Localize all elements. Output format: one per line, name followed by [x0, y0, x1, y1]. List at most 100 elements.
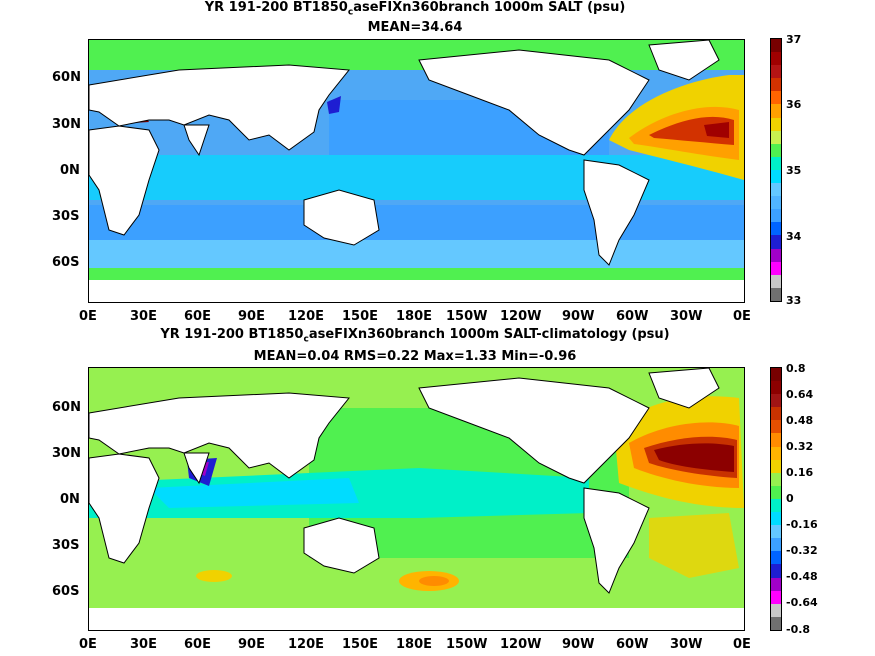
- panel1-lon-label: 150E: [342, 309, 379, 324]
- panel2-lon-label: 120W: [500, 637, 542, 652]
- panel1-lon-label: 0E: [733, 309, 751, 324]
- colorbar-segment: [771, 407, 781, 421]
- panel2-lon-label: 0E: [79, 637, 97, 652]
- colorbar-segment: [771, 143, 781, 157]
- panel2-lon-label: 120E: [288, 637, 325, 652]
- colorbar-segment: [771, 538, 781, 552]
- colorbar-segment: [771, 498, 781, 513]
- panel1-title-prefix: YR 191-200 BT1850: [204, 0, 348, 15]
- panel1-lon-label: 120W: [500, 309, 542, 324]
- colorbar-segment: [771, 420, 781, 434]
- colorbar-segment: [771, 209, 781, 223]
- panel1-cb-label: 34: [786, 230, 802, 243]
- colorbar-segment: [771, 117, 781, 131]
- colorbar-segment: [771, 577, 781, 591]
- panel2-cb-label: 0.48: [786, 414, 814, 427]
- panel1-lat-30s: 30S: [52, 209, 80, 224]
- panel2-lon-label: 60W: [616, 637, 649, 652]
- panel1-title: YR 191-200 BT1850caseFIXn360branch 1000m…: [0, 0, 830, 21]
- panel2-title-sub: c: [303, 334, 309, 345]
- colorbar-segment: [771, 381, 781, 395]
- panel2-lon-label: 0E: [733, 637, 751, 652]
- colorbar-segment: [771, 196, 781, 210]
- panel1-cb-label: 33: [786, 294, 802, 307]
- panel2-map: [88, 367, 745, 631]
- panel1-lon-label: 120E: [288, 309, 325, 324]
- colorbar-segment: [771, 78, 781, 92]
- colorbar-segment: [771, 104, 781, 118]
- panel1-cb-label: 35: [786, 164, 802, 177]
- panel2-lat-30s: 30S: [52, 538, 80, 553]
- panel1-lon-label: 180E: [396, 309, 433, 324]
- colorbar-segment: [771, 446, 781, 460]
- panel1-cb-label: 37: [786, 33, 802, 46]
- colorbar-segment: [771, 603, 781, 617]
- panel2-lat-60s: 60S: [52, 584, 80, 599]
- colorbar-segment: [771, 91, 781, 105]
- panel1-lon-label: 90W: [562, 309, 595, 324]
- panel2-lat-0n: 0N: [60, 492, 80, 507]
- colorbar-segment: [771, 512, 781, 526]
- panel2-cb-label: 0.64: [786, 388, 814, 401]
- panel2-lon-label: 90W: [562, 637, 595, 652]
- colorbar-segment: [771, 394, 781, 408]
- panel1-lon-label: 30W: [670, 309, 703, 324]
- panel2-lon-label: 90E: [238, 637, 265, 652]
- panel2-title-prefix: YR 191-200 BT1850: [160, 327, 304, 342]
- panel1-lon-label: 90E: [238, 309, 265, 324]
- colorbar-segment: [771, 616, 781, 630]
- colorbar-segment: [771, 485, 781, 499]
- panel1-lon-label: 60E: [184, 309, 211, 324]
- colorbar-segment: [771, 274, 781, 288]
- colorbar-segment: [771, 368, 781, 382]
- colorbar-segment: [771, 65, 781, 79]
- colorbar-segment: [771, 590, 781, 604]
- panel2-lat-60n: 60N: [52, 400, 81, 415]
- colorbar-segment: [771, 52, 781, 66]
- panel2-lon-label: 150E: [342, 637, 379, 652]
- panel2-lon-label: 60E: [184, 637, 211, 652]
- panel2-lon-label: 30W: [670, 637, 703, 652]
- panel1-title-sub: c: [347, 7, 354, 18]
- panel2-lon-label: 30E: [130, 637, 157, 652]
- colorbar-segment: [771, 130, 781, 144]
- colorbar-segment: [771, 433, 781, 447]
- panel2-lon-label: 150W: [446, 637, 488, 652]
- colorbar-segment: [771, 261, 781, 275]
- panel1-cb-label: 36: [786, 98, 802, 111]
- panel2-stats: MEAN=0.04 RMS=0.22 Max=1.33 Min=-0.96: [253, 349, 577, 364]
- panel2-cb-label: -0.8: [786, 623, 811, 636]
- panel1-stats: MEAN=34.64: [367, 20, 463, 35]
- panel2-colorbar: [770, 367, 782, 631]
- panel1-lat-60s: 60S: [52, 255, 80, 270]
- colorbar-segment: [771, 169, 781, 184]
- panel1-lat-60n: 60N: [52, 70, 81, 85]
- panel2-cb-label: 0.16: [786, 466, 814, 479]
- panel1-map-svg: [89, 40, 744, 302]
- colorbar-segment: [771, 235, 781, 249]
- panel2-cb-label: -0.32: [786, 544, 818, 557]
- panel1-lon-label: 150W: [446, 309, 488, 324]
- colorbar-segment: [771, 472, 781, 486]
- panel1-map: [88, 39, 745, 303]
- colorbar-segment: [771, 222, 781, 236]
- panel2-cb-label: -0.16: [786, 518, 818, 531]
- colorbar-segment: [771, 551, 781, 565]
- colorbar-segment: [771, 287, 781, 301]
- colorbar-segment: [771, 564, 781, 578]
- panel2-map-svg: [89, 368, 744, 630]
- panel2-title-suffix: aseFIXn360branch 1000m SALT-climatology …: [308, 327, 670, 342]
- colorbar-segment: [771, 525, 781, 539]
- colorbar-segment: [771, 248, 781, 262]
- panel1-lat-0n: 0N: [60, 163, 80, 178]
- panel1-lon-label: 60W: [616, 309, 649, 324]
- panel1-lat-30n: 30N: [52, 117, 81, 132]
- panel2-cb-label: 0.8: [786, 362, 806, 375]
- colorbar-segment: [771, 459, 781, 473]
- panel2-lat-30n: 30N: [52, 446, 81, 461]
- panel2-title: YR 191-200 BT1850caseFIXn360branch 1000m…: [0, 327, 830, 348]
- colorbar-segment: [771, 183, 781, 197]
- panel1-lon-label: 0E: [79, 309, 97, 324]
- panel2-cb-label: 0: [786, 492, 794, 505]
- panel1-title-suffix: aseFIXn360branch 1000m SALT (psu): [353, 0, 626, 15]
